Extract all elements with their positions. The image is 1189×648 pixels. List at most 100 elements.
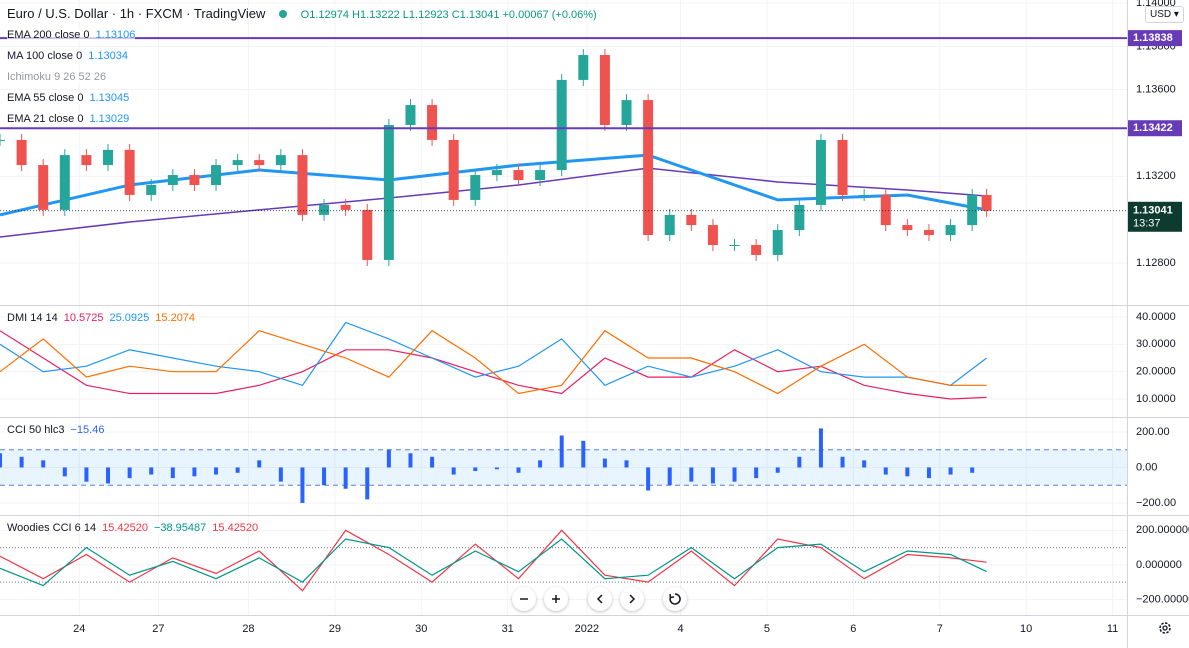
cci-bar xyxy=(430,456,435,468)
candle xyxy=(81,155,92,166)
candle xyxy=(794,204,805,231)
indicator-value: 1.13034 xyxy=(88,50,128,62)
cci-bar xyxy=(106,467,111,484)
zoom-out[interactable] xyxy=(512,587,536,611)
candle xyxy=(319,204,330,215)
indicator-legend: EMA 21 close 0 1.13029 xyxy=(7,113,130,125)
pane-value: −15.46 xyxy=(70,424,105,436)
cci-bar xyxy=(149,467,154,475)
zoom-in[interactable] xyxy=(544,587,568,611)
cci-bar xyxy=(754,467,759,479)
indicator-legend: MA 100 close 0 1.13034 xyxy=(7,50,128,62)
cci-bar xyxy=(970,467,975,473)
candle xyxy=(405,105,416,125)
indicator-name: EMA 55 close 0 xyxy=(7,92,84,104)
cci-bar xyxy=(473,467,478,471)
pane-legend: CCI 50 hlc3 −15.46 xyxy=(7,424,105,436)
indicator-legend: Ichimoku 9 26 52 26 xyxy=(7,71,107,83)
pane-value: 15.42520 xyxy=(102,522,148,534)
y-tick-label: 30.0000 xyxy=(1136,338,1176,350)
x-tick-label: 31 xyxy=(502,623,514,635)
icon xyxy=(1159,622,1171,634)
cci-bar xyxy=(408,453,413,468)
cci-bar xyxy=(840,456,845,468)
candle xyxy=(491,170,502,176)
candle xyxy=(772,230,783,255)
cci-bar xyxy=(84,467,89,482)
candle xyxy=(297,155,308,215)
pane-value: 10.5725 xyxy=(63,312,104,324)
cci-bar xyxy=(581,440,586,468)
candle xyxy=(556,79,567,171)
reset-chart[interactable] xyxy=(663,587,687,611)
candle xyxy=(38,165,49,210)
cci-bar xyxy=(559,435,564,468)
cci-bar xyxy=(278,467,283,482)
pane-value: 15.42520 xyxy=(212,522,259,534)
cci-bar xyxy=(646,467,651,491)
x-tick-label: 24 xyxy=(73,623,85,635)
pane-value: 25.0925 xyxy=(109,312,150,324)
indicator-name: Ichimoku 9 26 52 26 xyxy=(7,71,107,83)
candle xyxy=(902,225,913,231)
cci-bar xyxy=(710,467,715,484)
y-tick-label: 40.0000 xyxy=(1136,311,1176,323)
x-tick-label: 5 xyxy=(764,623,770,635)
y-tick-label: −200.00 xyxy=(1136,497,1176,509)
scroll-right[interactable] xyxy=(620,587,644,611)
candle xyxy=(470,175,481,200)
candle xyxy=(59,155,70,210)
currency-select[interactable]: USD ▾ xyxy=(1145,6,1184,23)
dmi-line xyxy=(0,329,987,395)
candle xyxy=(146,184,157,195)
x-tick-label: 28 xyxy=(242,623,254,635)
x-tick-label: 4 xyxy=(677,623,683,635)
candle xyxy=(448,139,459,200)
pane-legend: Woodies CCI 6 14 15.42520 −38.95487 15.4252… xyxy=(7,522,259,534)
candle xyxy=(859,194,870,196)
pane-name: DMI 14 14 xyxy=(7,312,58,324)
cci-bar xyxy=(494,467,499,470)
cci-bar xyxy=(624,460,629,468)
candle xyxy=(664,214,675,236)
cci-bar xyxy=(19,456,24,468)
cci-bar xyxy=(516,467,521,473)
candle xyxy=(578,55,589,80)
cci-bar xyxy=(235,467,240,473)
last-price-label: 1.13041 xyxy=(1133,205,1173,217)
indicator-value: 1.13106 xyxy=(95,29,136,41)
candle xyxy=(275,155,286,166)
indicator-value: 1.13045 xyxy=(89,92,130,104)
ohlc: O1.12974 H1.13222 L1.12923 C1.13041 +0.0… xyxy=(300,9,597,21)
cci-bar xyxy=(883,467,888,475)
cci-bar xyxy=(62,467,67,477)
candle xyxy=(0,139,5,141)
cci-bar xyxy=(602,458,607,468)
icon xyxy=(520,598,528,600)
pane-name: CCI 50 hlc3 xyxy=(7,424,65,436)
cci-bar xyxy=(170,467,175,479)
candle xyxy=(124,149,135,195)
candle xyxy=(751,244,762,255)
candle xyxy=(535,170,546,181)
candle xyxy=(707,225,718,245)
cci-bar xyxy=(451,467,456,475)
cci-bar xyxy=(775,467,780,473)
dmi-line xyxy=(0,321,987,387)
x-tick-label: 6 xyxy=(850,623,856,635)
candle xyxy=(16,139,27,166)
candle xyxy=(340,204,351,210)
candle xyxy=(686,214,697,226)
scroll-left[interactable] xyxy=(588,587,612,611)
settings[interactable] xyxy=(1157,620,1173,641)
x-tick-label: 2022 xyxy=(575,623,599,635)
candle xyxy=(513,170,524,181)
symbol-title[interactable]: Euro / U.S. Dollar · 1h · FXCM · Trading… xyxy=(7,6,266,21)
cci-bar xyxy=(905,467,910,477)
indicator-legend: EMA 200 close 0 1.13106 xyxy=(7,29,136,41)
icon xyxy=(552,595,560,603)
y-tick-label: 200.00 xyxy=(1136,426,1170,438)
candle xyxy=(945,225,956,236)
candle xyxy=(383,124,394,260)
level-label: 1.13838 xyxy=(1133,32,1173,44)
